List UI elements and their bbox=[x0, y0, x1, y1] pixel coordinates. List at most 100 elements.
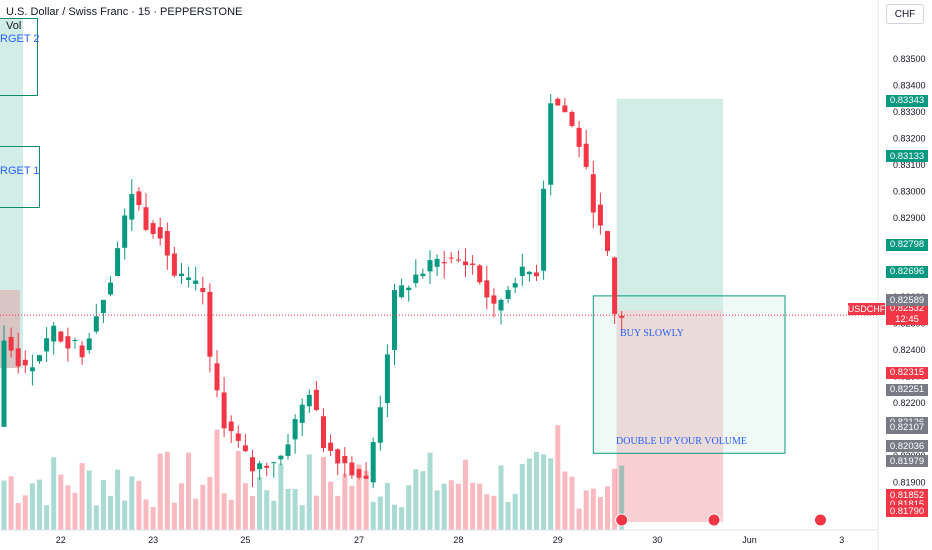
volume-bar bbox=[278, 463, 284, 530]
candle-body bbox=[448, 257, 454, 259]
time-axis-tick: 28 bbox=[453, 535, 463, 545]
candle-body bbox=[384, 354, 390, 404]
volume-bar bbox=[583, 490, 589, 530]
volume-bar bbox=[619, 465, 625, 530]
candle-body bbox=[576, 127, 582, 147]
volume-bar bbox=[285, 488, 291, 530]
volume-bar bbox=[484, 494, 490, 530]
volume-bar bbox=[250, 496, 255, 530]
loss-zone-1 bbox=[616, 310, 724, 523]
volume-bar bbox=[505, 502, 511, 530]
target-1-label: RGET 1 bbox=[0, 165, 40, 177]
candle-body bbox=[179, 273, 184, 277]
candle-body bbox=[122, 215, 128, 248]
volume-bar bbox=[427, 452, 433, 530]
volume-bar bbox=[51, 457, 57, 530]
volume-bar bbox=[207, 476, 213, 530]
volume-bar bbox=[512, 493, 518, 530]
volume-bar bbox=[150, 506, 156, 530]
volume-bar bbox=[79, 463, 85, 530]
us-flag-icon bbox=[707, 513, 721, 527]
target-1-box[interactable]: RGET 1 bbox=[0, 146, 40, 208]
candle-body bbox=[264, 465, 270, 468]
volume-bar bbox=[335, 495, 341, 530]
volume-bar bbox=[228, 499, 234, 530]
candle-body bbox=[186, 277, 192, 280]
candle-body bbox=[271, 462, 277, 464]
candle-body bbox=[392, 290, 397, 351]
candle-body bbox=[597, 204, 603, 226]
volume-bar bbox=[448, 480, 454, 530]
volume-bar bbox=[342, 473, 348, 530]
candle-body bbox=[79, 345, 85, 358]
candle-body bbox=[15, 348, 21, 367]
candle-body bbox=[157, 227, 163, 239]
candle-body bbox=[434, 258, 440, 267]
candle-body bbox=[214, 363, 220, 391]
price-axis-tick: 0.83000 bbox=[893, 186, 926, 196]
volume-bar bbox=[349, 485, 355, 530]
candle-body bbox=[164, 231, 170, 256]
price-axis-tick: 0.82200 bbox=[893, 398, 926, 408]
volume-bar bbox=[399, 507, 405, 530]
candle-body bbox=[534, 272, 539, 277]
candle-body bbox=[441, 262, 447, 264]
candle-body bbox=[115, 248, 121, 277]
volume-bar bbox=[143, 499, 149, 530]
time-axis-tick: 30 bbox=[652, 535, 662, 545]
us-flag-icon bbox=[814, 513, 827, 527]
time-axis-tick: 23 bbox=[148, 535, 158, 545]
volume-bar bbox=[555, 425, 561, 530]
candle-body bbox=[583, 143, 589, 167]
candle-body bbox=[129, 193, 135, 220]
volume-bar bbox=[406, 485, 412, 530]
candle-body bbox=[235, 433, 241, 441]
volume-bar bbox=[1, 480, 7, 530]
candle-body bbox=[328, 442, 334, 451]
candle-body bbox=[29, 367, 35, 372]
candle-body bbox=[519, 266, 525, 277]
volume-bar bbox=[122, 500, 128, 530]
volume-bar bbox=[477, 483, 483, 530]
candle-body bbox=[548, 103, 554, 185]
price-tag: 0.82251 bbox=[886, 383, 928, 396]
volume-label: Vol bbox=[6, 20, 22, 32]
price-tag: 0.81790 bbox=[886, 505, 928, 518]
volume-bar bbox=[221, 493, 227, 530]
volume-bar bbox=[129, 476, 135, 530]
candle-body bbox=[342, 455, 348, 464]
volume-bar bbox=[171, 502, 177, 530]
currency-button[interactable]: CHF bbox=[886, 4, 924, 24]
current-price-tag: 0.82532 12:45 bbox=[886, 303, 928, 325]
candle-body bbox=[526, 271, 532, 275]
volume-bar bbox=[321, 456, 326, 530]
candle-body bbox=[505, 289, 511, 299]
volume-bar bbox=[306, 454, 312, 530]
position-box-2 bbox=[592, 295, 786, 454]
volume-bar bbox=[44, 505, 50, 530]
volume-bar bbox=[605, 486, 610, 530]
double-up-volume-label: DOUBLE UP YOUR VOLUME bbox=[616, 436, 748, 447]
candle-body bbox=[278, 455, 284, 460]
volume-bar bbox=[541, 454, 547, 530]
candle-body bbox=[299, 404, 305, 423]
volume-bar bbox=[37, 479, 42, 530]
candle-body bbox=[349, 462, 355, 476]
volume-bar bbox=[257, 477, 263, 530]
candle-body bbox=[22, 359, 28, 366]
candle-body bbox=[590, 174, 596, 213]
volume-bar bbox=[200, 484, 206, 530]
candle-body bbox=[335, 449, 341, 464]
candle-body bbox=[363, 475, 369, 479]
volume-bar bbox=[576, 508, 582, 530]
candle-body bbox=[356, 469, 362, 478]
candle-body bbox=[37, 355, 42, 362]
target-2-box[interactable]: RGET 2 bbox=[0, 18, 40, 96]
candle-body bbox=[619, 315, 625, 318]
candle-body bbox=[285, 444, 291, 456]
candle-body bbox=[569, 112, 575, 126]
candle-body bbox=[370, 442, 376, 483]
time-axis-tick: 29 bbox=[553, 535, 563, 545]
time-axis-tick: 25 bbox=[240, 535, 250, 545]
